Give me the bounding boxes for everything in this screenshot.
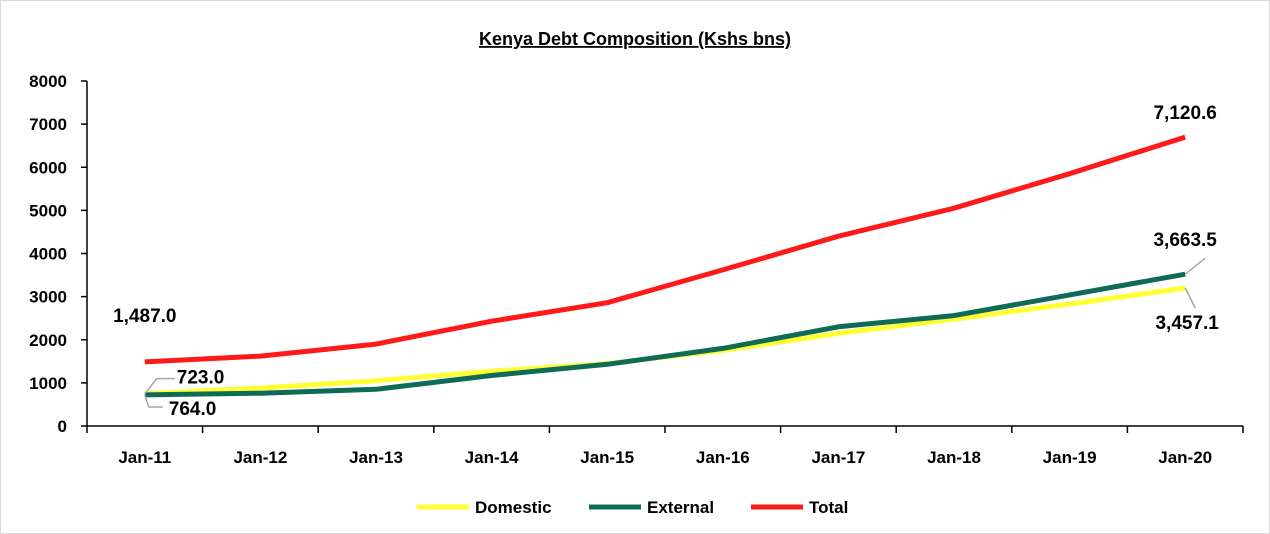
legend-label-external: External [647, 498, 714, 517]
x-tick-label: Jan-19 [1043, 448, 1097, 467]
data-label: 7,120.6 [1153, 103, 1216, 124]
data-label-leader [1184, 287, 1196, 309]
data-label: 3,663.5 [1153, 230, 1217, 251]
y-tick-label: 0 [58, 417, 67, 436]
data-label: 723.0 [177, 368, 225, 389]
y-tick-label: 4000 [29, 245, 67, 264]
x-tick-label: Jan-16 [696, 448, 750, 467]
x-axis-ticks: Jan-11 Jan-12 Jan-13 Jan-14 Jan-15 Jan-16 Jan-… [86, 426, 1244, 467]
series-lines [144, 134, 1186, 398]
legend-label-total: Total [809, 498, 848, 517]
legend-label-domestic: Domestic [475, 498, 552, 517]
x-tick-label: Jan-13 [349, 448, 403, 467]
x-tick-label: Jan-12 [233, 448, 287, 467]
y-tick-label: 7000 [29, 115, 67, 134]
y-tick-label: 2000 [29, 331, 67, 350]
x-tick-label: Jan-17 [811, 448, 865, 467]
data-labels: 1,487.0 723.0 764.0 7,120.6 3,663.5 3,457.1 [113, 103, 1219, 420]
data-label-leader [1184, 257, 1206, 275]
data-label-leader [144, 394, 163, 408]
data-label: 764.0 [169, 399, 217, 420]
y-tick-label: 8000 [29, 72, 67, 91]
data-label-leader [144, 377, 175, 395]
series-line-external [144, 271, 1186, 398]
legend: Domestic External Total [417, 498, 848, 517]
data-label: 1,487.0 [113, 306, 176, 327]
y-tick-label: 5000 [29, 201, 67, 220]
data-label: 3,457.1 [1155, 313, 1219, 334]
x-tick-label: Jan-20 [1158, 448, 1212, 467]
y-tick-label: 1000 [29, 374, 67, 393]
y-tick-label: 6000 [29, 158, 67, 177]
series-line-total [144, 134, 1186, 365]
x-tick-label: Jan-14 [465, 448, 519, 467]
x-tick-label: Jan-11 [118, 448, 171, 467]
x-tick-label: Jan-18 [927, 448, 981, 467]
axes [86, 81, 1243, 427]
y-tick-label: 3000 [29, 288, 67, 307]
x-tick-label: Jan-15 [580, 448, 634, 467]
chart-title: Kenya Debt Composition (Kshs bns) [479, 29, 791, 49]
y-axis-ticks: 0 1000 2000 3000 4000 5000 6000 7000 8000 [29, 72, 87, 436]
